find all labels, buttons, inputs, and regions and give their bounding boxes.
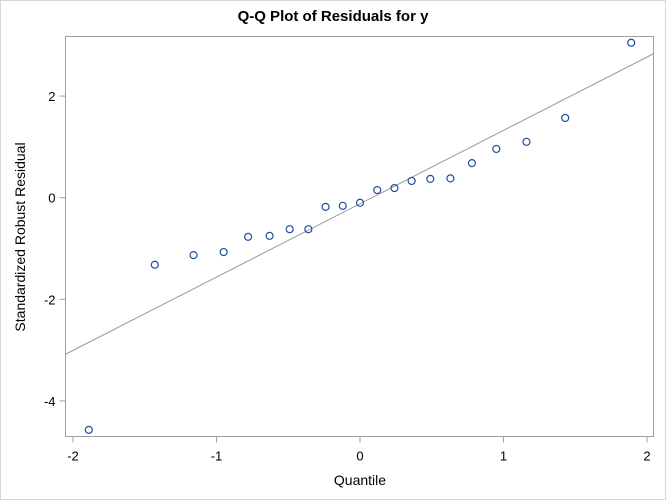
x-tick-label: -2	[67, 449, 79, 464]
data-point	[265, 231, 274, 240]
x-tick-label: 0	[356, 449, 363, 464]
data-point	[467, 159, 477, 168]
y-tick-label: -4	[44, 394, 56, 409]
data-point	[321, 202, 330, 211]
x-tick-label: 1	[500, 449, 507, 464]
data-point	[355, 198, 365, 207]
x-tick-label: -1	[211, 449, 223, 464]
y-tick-label: 2	[48, 89, 55, 104]
plot-area-frame	[65, 36, 654, 437]
reference-line	[65, 53, 654, 355]
data-point	[285, 225, 294, 234]
data-point	[390, 183, 399, 193]
y-axis: -4 -2 0 2	[44, 89, 66, 409]
data-point	[304, 225, 313, 234]
data-point	[426, 174, 435, 184]
x-axis-label: Quantile	[333, 472, 387, 488]
data-point	[243, 232, 253, 241]
x-axis: -2 -1 0 1 2	[67, 436, 651, 464]
chart-title: Q-Q Plot of Residuals for y	[237, 8, 429, 25]
y-tick-label: -2	[44, 292, 56, 307]
data-point	[492, 144, 501, 154]
data-point	[627, 38, 636, 47]
data-point	[219, 247, 228, 257]
data-points	[84, 38, 636, 434]
data-point	[373, 185, 382, 195]
data-point	[407, 176, 416, 186]
data-point	[338, 201, 347, 210]
x-tick-label: 2	[643, 449, 650, 464]
data-point	[561, 113, 570, 123]
data-point	[84, 425, 93, 434]
data-point	[522, 137, 531, 146]
data-point	[150, 260, 159, 269]
y-tick-label: 0	[48, 191, 55, 206]
data-point	[446, 174, 455, 183]
data-point	[189, 251, 198, 260]
